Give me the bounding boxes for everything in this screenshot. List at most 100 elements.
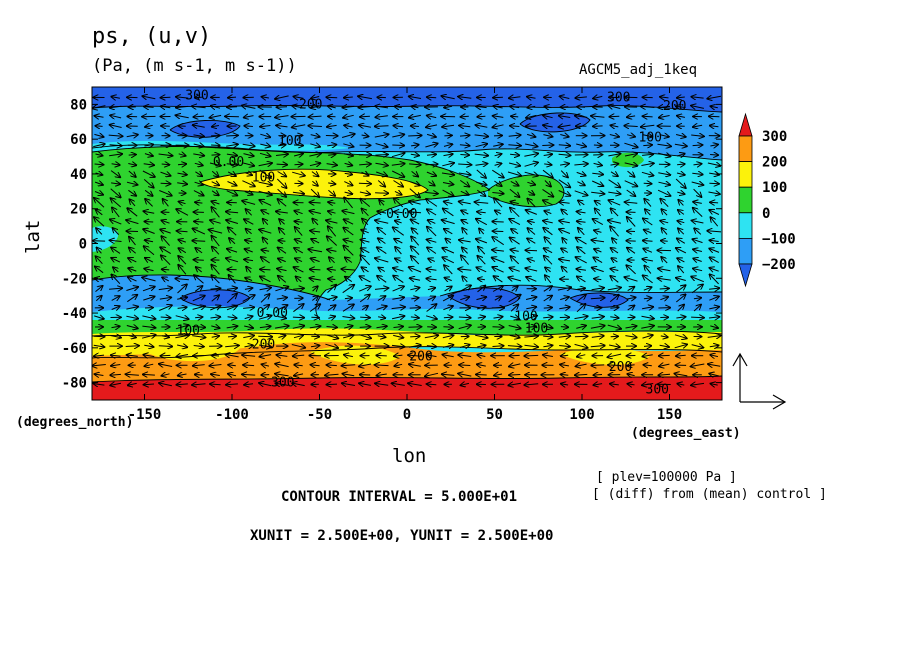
wind-vector	[693, 202, 702, 204]
wind-vector	[142, 170, 155, 177]
wind-vector	[359, 192, 370, 194]
wind-vector	[110, 374, 121, 375]
wind-vector	[94, 217, 105, 227]
wind-vector	[292, 172, 305, 176]
wind-vector	[193, 229, 206, 235]
wind-vector	[460, 297, 469, 300]
wind-vector	[311, 172, 319, 177]
wind-vector	[294, 267, 304, 273]
wind-vector	[309, 116, 322, 117]
wind-vector	[625, 277, 638, 282]
wind-vector	[111, 164, 120, 165]
wind-vector	[443, 209, 454, 217]
wind-vector	[528, 259, 536, 262]
wind-vector	[691, 364, 705, 367]
contour-label: 200	[409, 350, 432, 365]
wind-vector	[511, 250, 519, 252]
wind-vector	[360, 255, 370, 266]
wind-vector	[308, 249, 323, 252]
wind-vector	[227, 336, 236, 337]
wind-vector	[195, 317, 202, 318]
wind-vector	[477, 212, 486, 213]
wind-vector	[313, 286, 318, 291]
colorbar-segment	[738, 237, 753, 265]
wind-vector	[694, 228, 702, 235]
wind-vector	[129, 248, 137, 254]
wind-vector	[328, 279, 336, 280]
wind-vector	[526, 326, 537, 327]
wind-vector	[678, 266, 685, 274]
wind-vector	[342, 269, 356, 270]
wind-vector	[591, 180, 603, 186]
wind-vector	[161, 106, 171, 107]
wind-vector	[511, 286, 518, 291]
wind-vector	[294, 135, 303, 136]
wind-vector	[494, 154, 502, 156]
wind-vector	[643, 116, 653, 117]
wind-vector	[242, 201, 256, 205]
wind-vector	[292, 383, 305, 386]
wind-vector	[329, 257, 335, 264]
wind-vector	[246, 229, 252, 234]
wind-vector	[128, 155, 136, 156]
wind-vector	[508, 383, 521, 385]
wind-vector	[426, 279, 437, 280]
wind-vector	[160, 247, 171, 255]
wind-vector	[361, 306, 368, 310]
wind-vector	[195, 172, 202, 176]
wind-vector	[244, 259, 254, 260]
wind-vector	[442, 345, 453, 348]
wind-vector	[574, 344, 588, 347]
wind-vector	[474, 135, 489, 137]
wind-vector	[143, 229, 155, 234]
wind-vector	[544, 237, 552, 245]
wind-vector	[445, 278, 452, 281]
wind-vector	[192, 336, 205, 338]
wind-vector	[659, 364, 670, 366]
wind-vector	[163, 199, 169, 207]
wind-vector	[226, 212, 239, 213]
wind-vector	[311, 336, 319, 337]
wind-vector	[443, 327, 453, 328]
wind-vector	[626, 189, 636, 196]
wind-vector	[144, 345, 153, 347]
wind-vector	[343, 374, 355, 376]
wind-vector	[360, 199, 371, 207]
wind-vector	[144, 384, 155, 385]
wind-vector	[478, 279, 485, 280]
wind-vector	[395, 221, 402, 223]
wind-vector	[376, 172, 387, 176]
wind-vector	[141, 335, 156, 338]
wind-vector	[113, 228, 120, 235]
wind-vector	[210, 220, 221, 223]
x-tick-label: 50	[486, 407, 503, 423]
wind-vector	[492, 193, 503, 194]
wind-vector	[610, 307, 618, 308]
wind-vector	[427, 240, 437, 243]
wind-vector	[711, 217, 719, 227]
wind-vector	[161, 355, 171, 356]
wind-vector	[142, 326, 155, 328]
wind-vector	[476, 169, 486, 178]
wind-vector	[558, 336, 570, 338]
wind-vector	[96, 210, 103, 216]
wind-vector	[409, 201, 421, 204]
wind-vector	[576, 326, 586, 329]
wind-vector	[510, 181, 519, 185]
wind-vector	[445, 239, 452, 244]
wind-vector	[96, 228, 103, 235]
wind-vector	[211, 201, 220, 204]
wind-vector	[227, 172, 236, 176]
wind-vector	[675, 374, 688, 376]
wind-vector	[609, 295, 618, 303]
wind-vector	[427, 97, 437, 98]
wind-vector	[342, 383, 356, 385]
wind-vector	[493, 317, 503, 318]
wind-vector	[159, 305, 172, 311]
wind-vector	[275, 383, 289, 385]
wind-vector	[494, 180, 501, 186]
wind-vector	[145, 240, 154, 242]
wind-vector	[279, 219, 285, 224]
wind-vector	[211, 326, 219, 328]
wind-vector	[492, 222, 504, 223]
